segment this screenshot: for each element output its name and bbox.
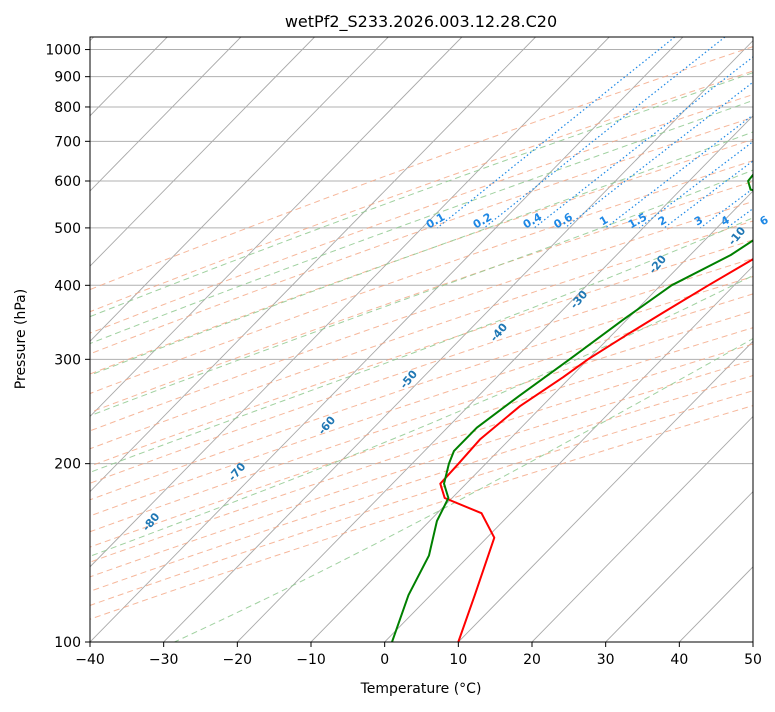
x-tick-label: −30 (149, 652, 179, 668)
x-tick-label: −40 (75, 652, 105, 668)
y-tick-label: 300 (54, 352, 81, 368)
y-tick-label: 100 (54, 635, 81, 651)
y-tick-label: 400 (54, 278, 81, 294)
x-tick-label: −20 (223, 652, 253, 668)
x-axis-label: Temperature (°C) (360, 681, 482, 697)
y-tick-label: 200 (54, 457, 81, 473)
y-axis-label: Pressure (hPa) (13, 289, 29, 389)
x-tick-label: −10 (296, 652, 326, 668)
y-tick-label: 700 (54, 134, 81, 150)
x-tick-label: 10 (449, 652, 467, 668)
y-tick-label: 900 (54, 70, 81, 86)
y-tick-label: 500 (54, 221, 81, 237)
x-tick-label: 50 (744, 652, 762, 668)
y-tick-label: 1000 (45, 43, 81, 59)
x-tick-label: 20 (523, 652, 541, 668)
y-tick-label: 800 (54, 100, 81, 116)
y-tick-label: 600 (54, 174, 81, 190)
chart-title: wetPf2_S233.2026.003.12.28.C20 (285, 12, 557, 32)
x-tick-label: 30 (597, 652, 615, 668)
x-tick-label: 40 (670, 652, 688, 668)
x-tick-label: 0 (380, 652, 389, 668)
